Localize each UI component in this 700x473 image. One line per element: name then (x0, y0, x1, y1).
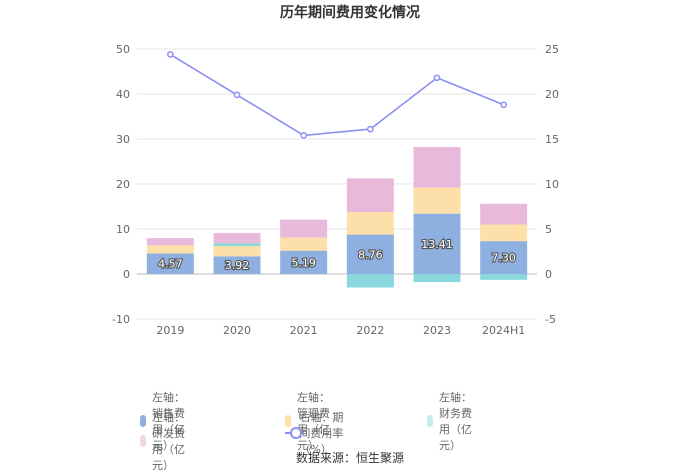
chart-title: 历年期间费用变化情况 (280, 5, 420, 21)
legend-label-sales: 左轴：销售费用（亿元） (151, 391, 185, 452)
data-label: 13.41 (421, 238, 453, 251)
legend-item-sales[interactable]: 左轴：销售费用（亿元） (140, 389, 188, 453)
left-tick-label: 40 (116, 88, 130, 101)
sales-bar (346, 234, 394, 274)
rnd-bar (413, 147, 461, 188)
left-tick-label: 20 (116, 178, 130, 191)
admin-bar (146, 245, 194, 254)
rnd-bar (213, 232, 261, 244)
legend-swatch-admin (285, 415, 291, 427)
legend-item-finance[interactable]: 左轴：财务费用（亿元） (427, 389, 475, 453)
legend-label-rate: 右轴：期间费用率（%） (299, 411, 344, 456)
legend-label-admin: 左轴：管理费用（亿元） (296, 391, 330, 452)
finance-bar (413, 274, 461, 283)
sales-bar (280, 250, 328, 274)
legend-swatch-rate (285, 427, 303, 439)
legend-item-rate[interactable]: 右轴：期间费用率（%） (285, 409, 345, 457)
category-label: 2024H1 (482, 324, 525, 337)
data-label: 8.76 (358, 248, 383, 261)
legend-label-rnd: 左轴：研发费用（亿元） (151, 411, 185, 472)
rate-point (366, 125, 374, 133)
admin-bar (413, 187, 461, 214)
rate-point (500, 101, 508, 109)
right-tick-label: 25 (545, 43, 559, 56)
finance-bar (346, 274, 394, 288)
right-tick-label: 0 (545, 268, 552, 281)
data-label: 7.30 (491, 252, 516, 265)
right-tick-label: 5 (545, 223, 552, 236)
rnd-bar (346, 178, 394, 213)
rate-point (300, 132, 308, 139)
admin-bar (213, 246, 261, 257)
left-tick-label: 10 (116, 223, 130, 236)
rnd-bar (480, 203, 528, 225)
rate-point (166, 51, 174, 58)
rate-point (433, 74, 441, 82)
rate-point (233, 91, 241, 99)
legend-swatch-sales (140, 415, 146, 427)
sales-bar (146, 253, 194, 274)
legend-item-rnd[interactable]: 左轴：研发费用（亿元） (140, 409, 188, 473)
data-label: 5.19 (291, 256, 316, 269)
data-label: 3.92 (225, 259, 250, 272)
sales-bar (413, 213, 461, 274)
right-tick-label: 15 (545, 133, 559, 146)
source-note: 数据来源：恒生聚源 (295, 451, 404, 465)
right-tick-label: -5 (545, 313, 556, 326)
left-tick-label: 30 (116, 133, 130, 146)
finance-bar (480, 274, 528, 280)
legend-swatch-finance (427, 415, 433, 427)
rnd-bar (146, 238, 194, 246)
rnd-bar (280, 219, 328, 238)
sales-bar (480, 241, 528, 274)
finance-bar (213, 243, 261, 247)
admin-bar (346, 212, 394, 235)
category-label: 2019 (156, 324, 184, 337)
legend-item-admin[interactable]: 左轴：管理费用（亿元） (285, 389, 333, 453)
category-label: 2023 (423, 324, 451, 337)
left-tick-label: -10 (112, 313, 130, 326)
legend-swatch-rnd (140, 435, 146, 447)
right-tick-label: 10 (545, 178, 559, 191)
admin-bar (480, 224, 528, 242)
admin-bar (280, 237, 328, 251)
rate-line (169, 53, 504, 137)
data-label: 4.57 (158, 258, 183, 271)
legend-label-finance: 左轴：财务费用（亿元） (438, 391, 472, 452)
sales-bar (213, 256, 261, 274)
right-tick-label: 20 (545, 88, 559, 101)
left-tick-label: 0 (123, 268, 130, 281)
category-label: 2021 (290, 324, 318, 337)
category-label: 2022 (356, 324, 384, 337)
category-label: 2020 (223, 324, 251, 337)
left-tick-label: 50 (116, 43, 130, 56)
